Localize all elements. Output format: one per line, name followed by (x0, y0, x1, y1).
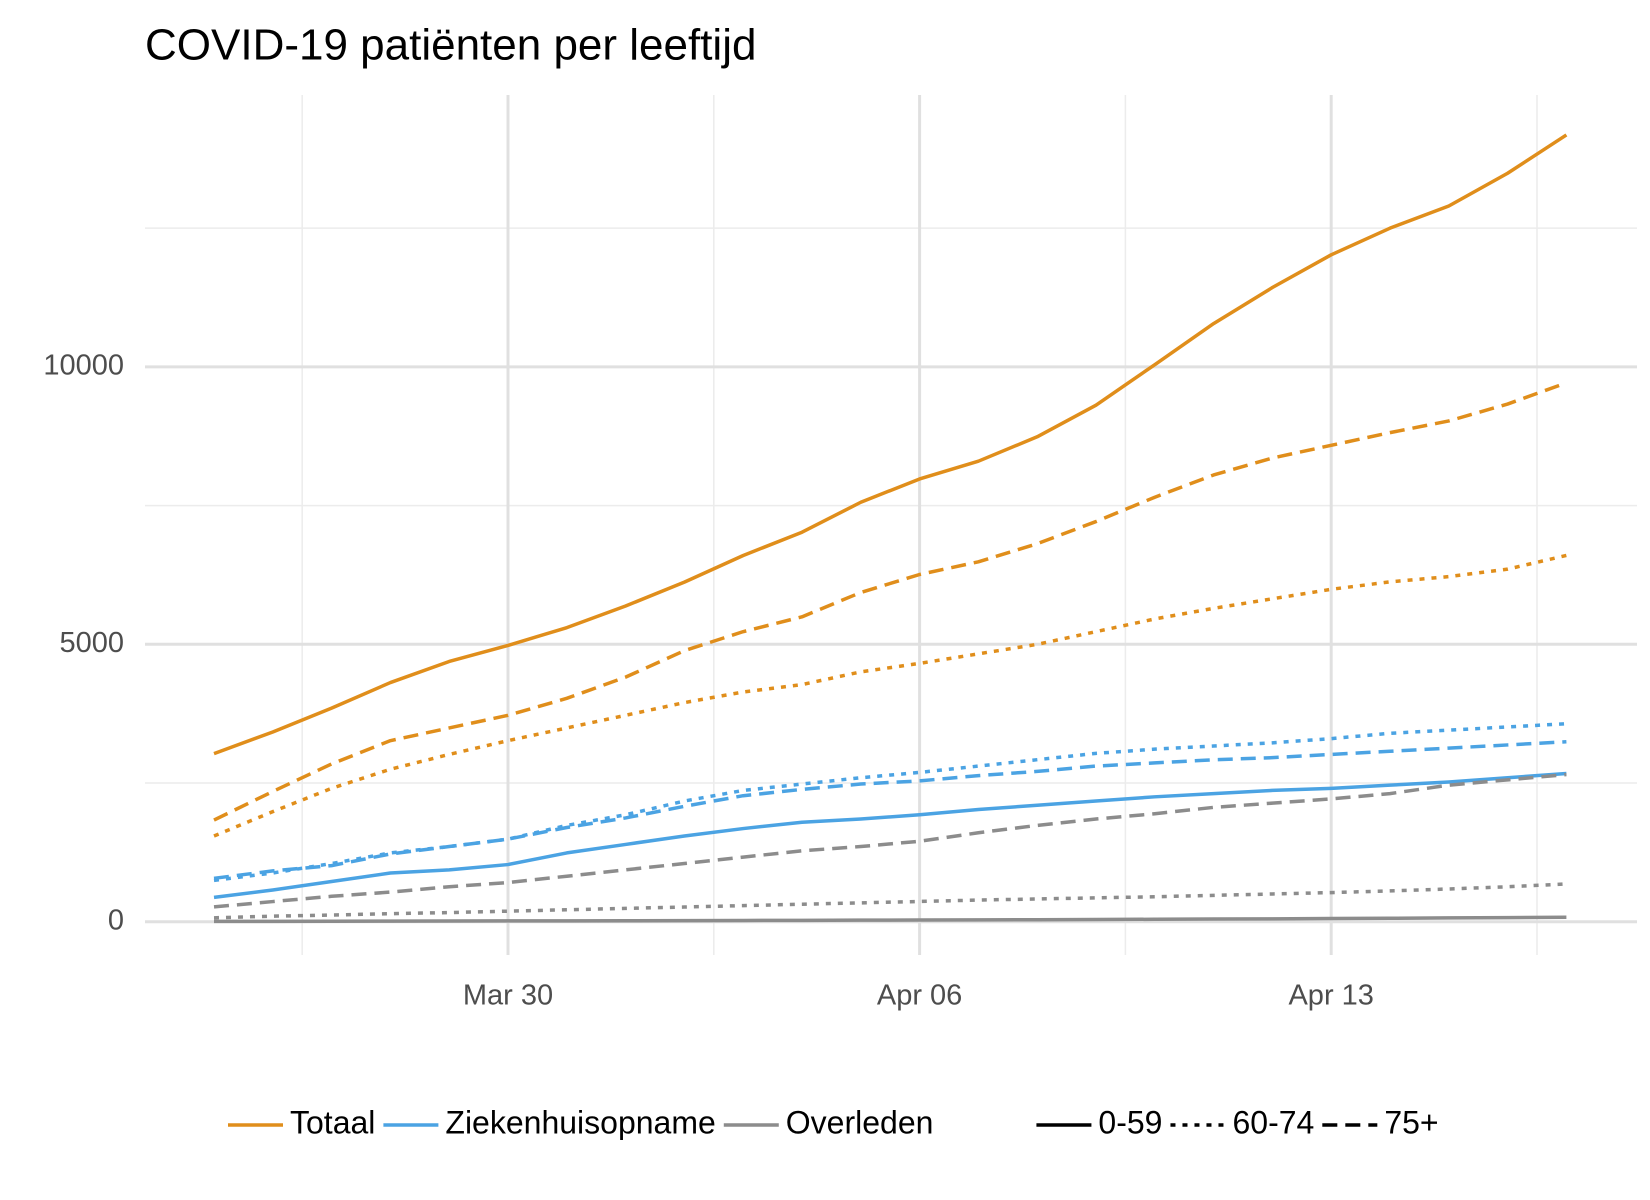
x-tick-label: Apr 06 (877, 980, 962, 1012)
legend-label: Totaal (290, 1104, 375, 1140)
series-line (213, 771, 1567, 900)
series-line (213, 772, 1567, 909)
y-tick-label: 5000 (59, 627, 124, 659)
series-line (213, 721, 1567, 883)
series-line (213, 133, 1568, 756)
series-line (213, 882, 1567, 920)
legend-label: Ziekenhuisopname (445, 1104, 715, 1140)
y-tick-label: 10000 (43, 350, 124, 382)
lines (213, 133, 1568, 924)
series-line (213, 381, 1567, 822)
legend-label: Overleden (786, 1104, 934, 1140)
grid: 0 5000 10000 Mar 30 Apr 06 Apr 13 (43, 95, 1637, 1012)
x-tick-label: Apr 13 (1288, 980, 1373, 1012)
chart-title: COVID-19 patiënten per leeftijd (145, 21, 756, 70)
series-line (213, 553, 1567, 838)
series-line (213, 915, 1567, 924)
x-tick-label: Mar 30 (463, 980, 553, 1012)
legend-label: 75+ (1384, 1104, 1438, 1140)
series-line (213, 739, 1567, 881)
y-tick-label: 0 (108, 904, 124, 936)
legend: Totaal Ziekenhuisopname Overleden 0-59 60-74… (228, 1104, 1439, 1140)
legend-label: 60-74 (1232, 1104, 1314, 1140)
legend-label: 0-59 (1098, 1104, 1162, 1140)
